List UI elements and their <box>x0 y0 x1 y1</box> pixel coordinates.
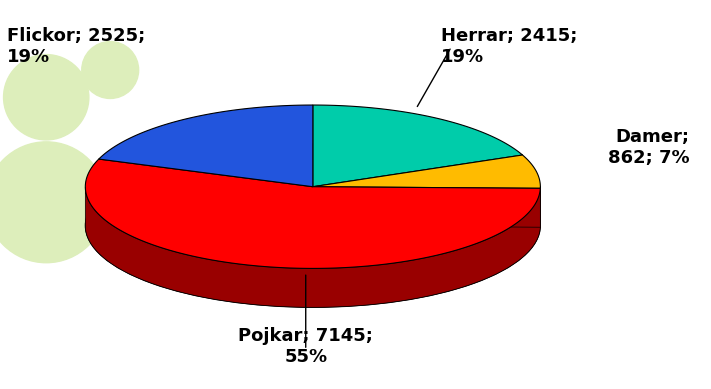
Text: Damer;
862; 7%: Damer; 862; 7% <box>608 128 690 167</box>
Polygon shape <box>313 155 540 188</box>
Ellipse shape <box>4 54 89 140</box>
Text: Herrar; 2415;
19%: Herrar; 2415; 19% <box>441 27 577 66</box>
Polygon shape <box>313 105 523 187</box>
Polygon shape <box>85 159 540 268</box>
Polygon shape <box>313 187 540 227</box>
Text: Flickor; 2525;
19%: Flickor; 2525; 19% <box>7 27 145 66</box>
Ellipse shape <box>0 142 107 263</box>
Polygon shape <box>99 105 313 187</box>
Ellipse shape <box>85 144 540 307</box>
Polygon shape <box>313 187 540 227</box>
Ellipse shape <box>82 42 139 98</box>
Polygon shape <box>85 187 540 307</box>
Text: Pojkar; 7145;
55%: Pojkar; 7145; 55% <box>238 327 373 366</box>
